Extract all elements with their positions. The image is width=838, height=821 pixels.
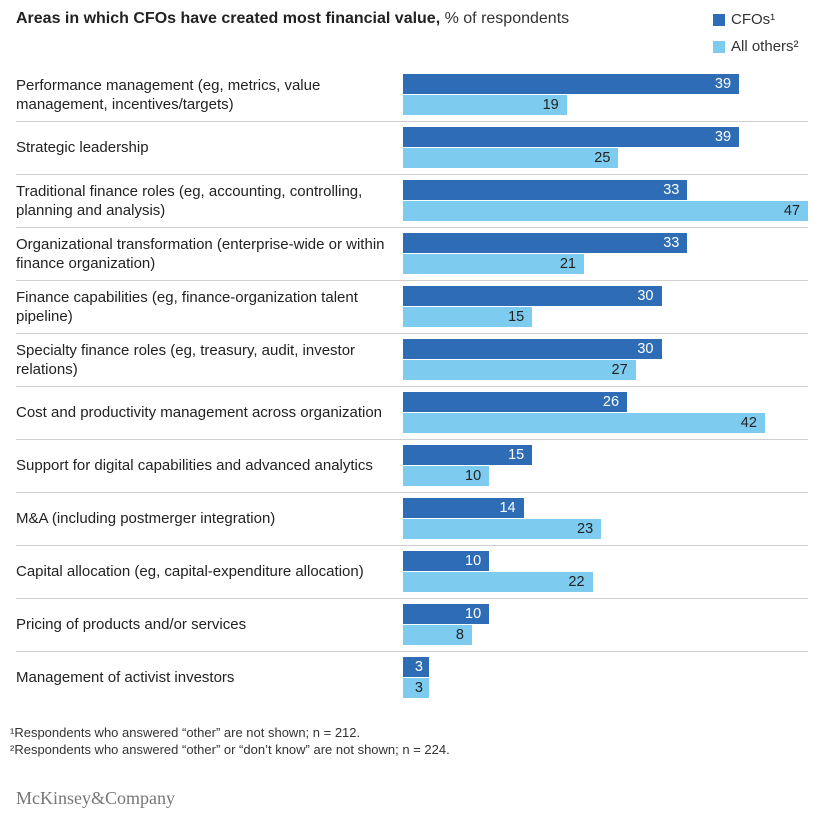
value-label: 30 [637, 341, 654, 357]
row-separator [16, 386, 808, 387]
bar: 8 [403, 625, 472, 645]
row-separator [16, 280, 808, 281]
bar: 26 [403, 392, 628, 412]
bar: 39 [403, 74, 740, 94]
footnote: ²Respondents who answered “other” or “do… [10, 742, 450, 757]
legend-item: All others² [713, 38, 799, 55]
row-separator [16, 174, 808, 175]
bar: 30 [403, 286, 662, 306]
bar: 23 [403, 519, 602, 539]
bar: 14 [403, 498, 524, 518]
category-label: Finance capabilities (eg, finance-organi… [16, 288, 358, 325]
bar: 39 [403, 127, 740, 147]
bar: 47 [403, 201, 808, 221]
bar: 10 [403, 551, 490, 571]
row-separator [16, 121, 808, 122]
value-label: 47 [783, 203, 800, 219]
value-label: 10 [465, 606, 482, 622]
category-label: Cost and productivity management across … [16, 404, 383, 421]
category-label: Support for digital capabilities and adv… [16, 457, 373, 474]
row-separator [16, 333, 808, 334]
bar: 3 [403, 678, 429, 698]
value-label: 39 [714, 76, 732, 92]
value-label: 22 [568, 574, 585, 590]
bar: 15 [403, 445, 533, 465]
row-separator [16, 492, 808, 493]
value-label: 15 [508, 309, 525, 325]
row-separator [16, 545, 808, 546]
bar: 19 [403, 95, 567, 115]
category-label: Traditional finance roles (eg, accountin… [16, 182, 363, 219]
category-label: Strategic leadership [16, 139, 149, 156]
bar: 27 [403, 360, 636, 380]
legend-item: CFOs¹ [713, 11, 775, 28]
row-separator [16, 598, 808, 599]
value-label: 23 [577, 521, 594, 537]
value-label: 27 [611, 362, 628, 378]
bar: 10 [403, 604, 490, 624]
legend-label: All others² [731, 38, 799, 55]
bar: 33 [403, 180, 688, 200]
bar: 10 [403, 466, 490, 486]
value-label: 3 [414, 680, 423, 696]
value-label: 14 [499, 500, 516, 516]
chart-subtitle: % of respondents [444, 10, 570, 27]
value-label: 33 [663, 182, 680, 198]
category-label: M&A (including postmerger integration) [16, 510, 276, 527]
row-separator [16, 227, 808, 228]
bar: 3 [403, 657, 429, 677]
value-label: 19 [542, 97, 559, 113]
bar: 42 [403, 413, 765, 433]
category-label: Organizational transformation (enterpris… [16, 235, 385, 272]
value-label: 39 [714, 129, 732, 145]
value-label: 26 [602, 394, 620, 410]
bar: 25 [403, 148, 619, 168]
value-label: 25 [594, 150, 611, 166]
value-label: 15 [508, 447, 525, 463]
category-label: Pricing of products and/or services [16, 616, 247, 633]
footnote: ¹Respondents who answered “other” are no… [10, 725, 361, 740]
value-label: 10 [465, 468, 482, 484]
value-label: 21 [559, 256, 576, 272]
chart-title: Areas in which CFOs have created most fi… [16, 10, 441, 27]
value-label: 42 [740, 415, 757, 431]
category-label: Specialty finance roles (eg, treasury, a… [16, 341, 356, 378]
category-label: Performance management (eg, metrics, val… [16, 76, 321, 113]
legend-swatch [713, 40, 725, 53]
logo: McKinsey&Company [16, 788, 175, 808]
row-separator [16, 439, 808, 440]
bar: 30 [403, 339, 662, 359]
bar: 21 [403, 254, 584, 274]
row-separator [16, 651, 808, 652]
value-label: 33 [663, 235, 680, 251]
title-block: Areas in which CFOs have created most fi… [16, 10, 569, 28]
value-label: 3 [414, 659, 423, 675]
value-label: 10 [465, 553, 482, 569]
bar: 33 [403, 233, 688, 253]
value-label: 8 [455, 627, 464, 643]
legend-swatch [713, 13, 725, 26]
bar: 15 [403, 307, 533, 327]
category-label: Management of activist investors [16, 669, 235, 686]
category-label: Capital allocation (eg, capital-expendit… [16, 563, 364, 580]
bar: 22 [403, 572, 593, 592]
legend-label: CFOs¹ [731, 11, 776, 28]
value-label: 30 [637, 288, 654, 304]
